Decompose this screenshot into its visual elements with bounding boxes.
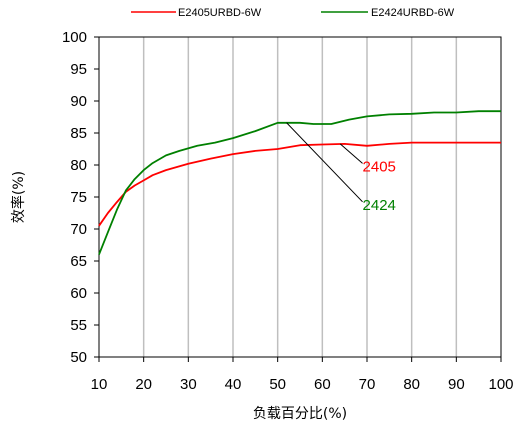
x-tick-label: 80: [403, 376, 420, 393]
series-line-2: [98, 110, 501, 255]
y-tick-label: 95: [70, 61, 87, 78]
y-tick-label: 90: [70, 93, 87, 110]
y-tick-label: 85: [70, 125, 87, 142]
legend-label-1: E2405URBD-6W: [178, 7, 262, 19]
x-tick-label: 100: [488, 376, 513, 393]
gridlines: [142, 37, 458, 357]
y-tick-label: 100: [62, 29, 87, 46]
y-tick-label: 50: [70, 349, 87, 366]
annotation-leader-2: [286, 122, 363, 203]
plot-area-frame: [98, 36, 502, 358]
y-tick-label: 80: [70, 157, 87, 174]
legend-label-2: E2424URBD-6W: [371, 7, 455, 19]
x-tick-label: 50: [269, 376, 286, 393]
annotation-label-1: 2405: [363, 158, 396, 175]
annotation-label-2: 2424: [363, 197, 396, 214]
y-tick-label: 55: [70, 317, 87, 334]
x-axis-title: 负载百分比(%): [253, 406, 347, 422]
x-tick-label: 40: [225, 376, 242, 393]
y-tick-label: 70: [70, 221, 87, 238]
y-tick-label: 60: [70, 285, 87, 302]
x-tick-label: 90: [448, 376, 465, 393]
annotation-leader-1: [339, 143, 363, 164]
y-axis-title: 效率(%): [10, 171, 27, 223]
x-tick-label: 10: [91, 376, 108, 393]
series-line-1: [98, 141, 501, 227]
x-tick-label: 60: [314, 376, 331, 393]
annotation-layer: 2405 2424: [286, 122, 396, 214]
x-tick-label: 30: [180, 376, 197, 393]
axis-ticks: 50 55 60 65 70 75 80 85 90 95 100 10 20 30 40 50 60 70 80 9…: [62, 29, 514, 393]
y-tick-label: 75: [70, 189, 87, 206]
series-layer: [98, 110, 501, 255]
legend: E2405URBD-6W E2424URBD-6W: [131, 7, 455, 19]
x-tick-label: 20: [135, 376, 152, 393]
y-tick-label: 65: [70, 253, 87, 270]
x-tick-label: 70: [359, 376, 376, 393]
